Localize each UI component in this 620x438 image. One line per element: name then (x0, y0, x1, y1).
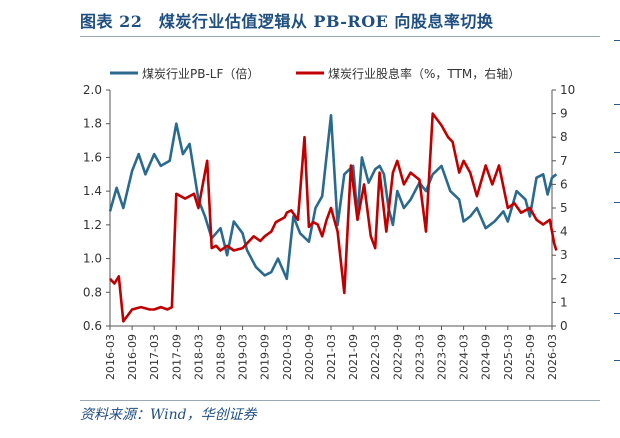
x-tick-label: 2019-03 (237, 334, 250, 380)
x-tick-label: 2025-03 (502, 334, 515, 380)
source-divider (80, 400, 600, 401)
x-tick-label: 2019-09 (259, 334, 272, 380)
x-tick-label: 2026-03 (546, 334, 559, 380)
y-left-tick-label: 1.8 (83, 117, 102, 131)
x-tick-label: 2018-03 (192, 334, 205, 380)
y-right-tick-label: 2 (560, 272, 568, 286)
x-tick-label: 2025-09 (524, 334, 537, 380)
x-tick-label: 2021-03 (325, 334, 338, 380)
y-right-tick-label: 8 (560, 130, 568, 144)
plot-area: 0.6 0.8 1.0 1.2 1.4 1.6 1.8 2.0 0 1 2 3 4 5 6 7 8 9 10 2016… (83, 83, 575, 380)
x-tick-label: 2024-09 (480, 334, 493, 380)
legend-label-pb: 煤炭行业PB-LF（倍） (142, 66, 259, 81)
y-right-tick-label: 1 (560, 295, 568, 309)
y-left-tick-label: 0.8 (83, 285, 102, 299)
y-right-tick-label: 7 (560, 154, 568, 168)
edge-mark (614, 202, 620, 203)
legend-label-dy: 煤炭行业股息率（%，TTM，右轴） (328, 66, 520, 81)
y-left-tick-label: 1.0 (83, 252, 102, 266)
x-tick-label: 2021-09 (347, 334, 360, 380)
y-right-tick-label: 6 (560, 177, 568, 191)
x-tick-label: 2020-03 (281, 334, 294, 380)
x-tick-label: 2024-03 (458, 334, 471, 380)
x-tick-label: 2022-03 (369, 334, 382, 380)
x-tick-label: 2016-09 (126, 334, 139, 380)
y-right-tick-label: 9 (560, 107, 568, 121)
x-tick-label: 2023-03 (413, 334, 426, 380)
y-left-tick-label: 0.6 (83, 319, 102, 333)
series-line-dividend-yield (109, 112, 558, 323)
y-right-tick-label: 5 (560, 201, 568, 215)
y-right-tick-label: 4 (560, 225, 568, 239)
edge-mark (614, 152, 620, 153)
y-left-tick-label: 1.2 (83, 218, 102, 232)
edge-mark (614, 104, 620, 105)
edge-mark (614, 40, 620, 41)
x-tick-label: 2016-03 (104, 334, 117, 380)
y-right-tick-label: 10 (560, 83, 575, 97)
x-tick-label: 2022-09 (391, 334, 404, 380)
edge-mark (614, 313, 620, 314)
x-tick-label: 2018-09 (215, 334, 228, 380)
x-tick-label: 2020-09 (303, 334, 316, 380)
y-right-tick-label: 0 (560, 319, 568, 333)
title-divider (80, 36, 600, 37)
y-left-tick-label: 2.0 (83, 83, 102, 97)
edge-mark (614, 360, 620, 361)
x-tick-label: 2017-09 (170, 334, 183, 380)
edge-mark (614, 258, 620, 259)
y-left-tick-label: 1.6 (83, 150, 102, 164)
series-line-pb (108, 114, 558, 281)
x-tick-label: 2023-09 (436, 334, 449, 380)
y-right-tick-label: 3 (560, 248, 568, 262)
source-note: 资料来源：Wind，华创证券 (80, 407, 257, 423)
y-left-tick-label: 1.4 (83, 184, 102, 198)
x-tick-label: 2017-03 (148, 334, 161, 380)
figure-title: 图表 22 煤炭行业估值逻辑从 PB-ROE 向股息率切换 (80, 12, 494, 31)
legend: 煤炭行业PB-LF（倍） 煤炭行业股息率（%，TTM，右轴） (110, 66, 520, 81)
